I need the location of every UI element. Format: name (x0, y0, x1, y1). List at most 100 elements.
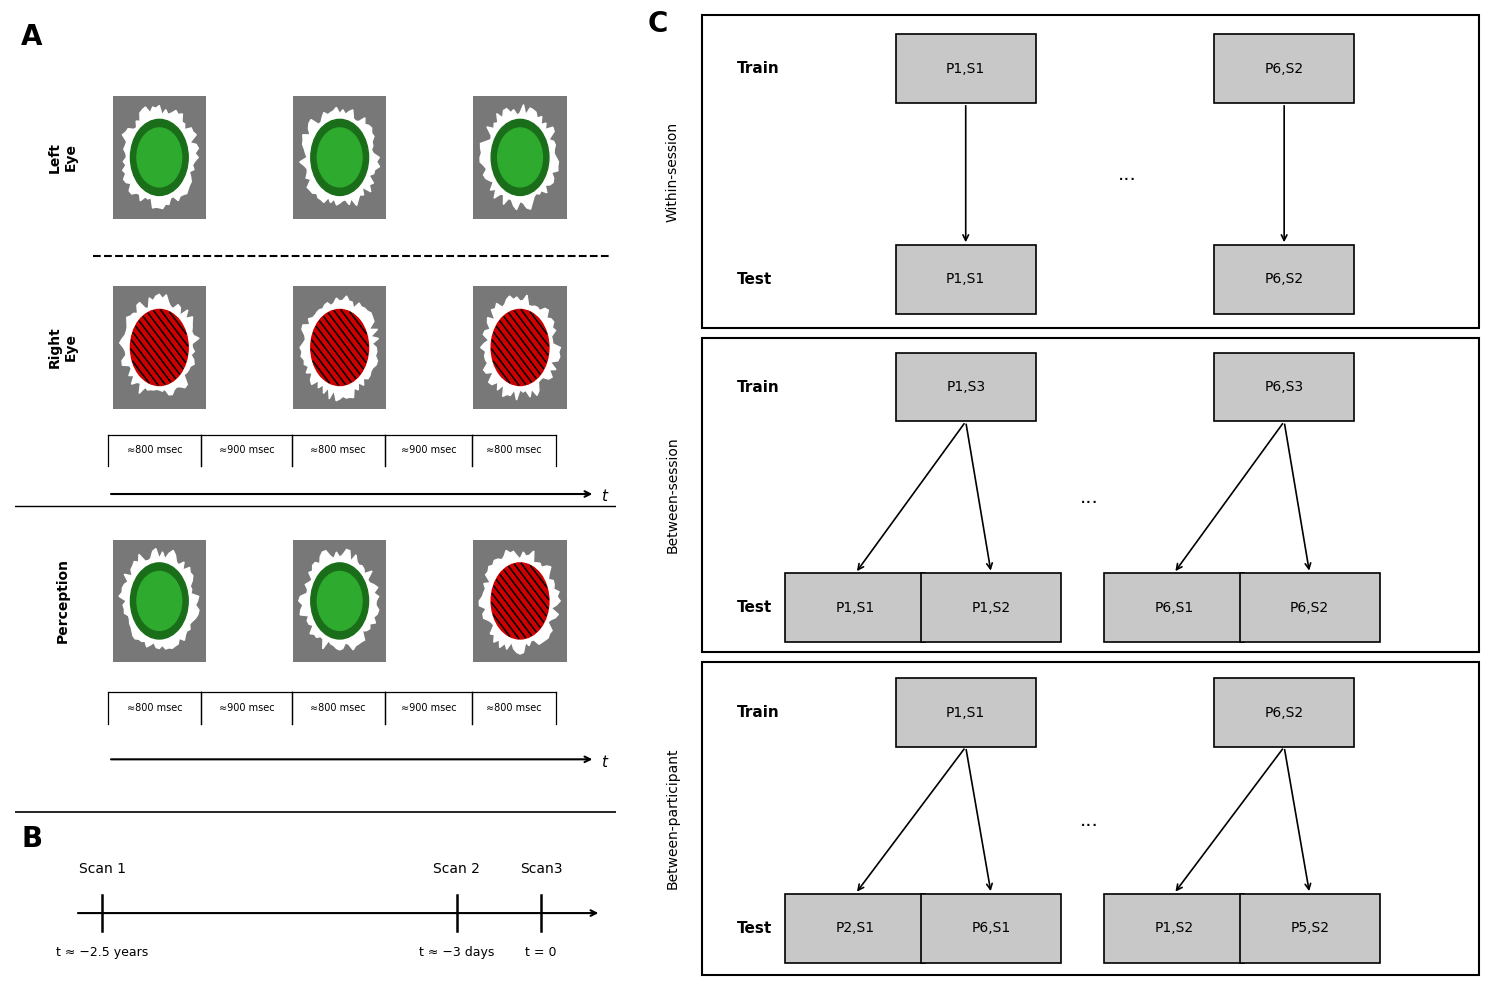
Text: ≈800 msec: ≈800 msec (485, 703, 543, 713)
FancyBboxPatch shape (702, 339, 1479, 651)
Bar (473, 96, 567, 219)
Text: P6,S2: P6,S2 (1290, 601, 1329, 615)
Text: B: B (21, 826, 42, 853)
Text: P6,S3: P6,S3 (1264, 380, 1303, 394)
Text: P6,S2: P6,S2 (1264, 272, 1303, 286)
Polygon shape (301, 296, 379, 401)
FancyBboxPatch shape (1214, 35, 1354, 103)
Text: ≈900 msec: ≈900 msec (218, 446, 275, 455)
Text: P1,S1: P1,S1 (836, 601, 875, 615)
Circle shape (317, 571, 362, 631)
Circle shape (491, 310, 549, 385)
Circle shape (491, 563, 549, 639)
Text: A: A (21, 23, 42, 50)
Bar (293, 286, 386, 409)
Text: P6,S2: P6,S2 (1264, 706, 1303, 720)
Circle shape (131, 120, 188, 195)
Text: Between-participant: Between-participant (666, 747, 679, 889)
Text: P2,S1: P2,S1 (836, 922, 875, 936)
FancyBboxPatch shape (1240, 573, 1380, 643)
Text: Right
Eye: Right Eye (48, 327, 78, 368)
Text: Within-session: Within-session (666, 122, 679, 222)
Text: ≈900 msec: ≈900 msec (400, 446, 457, 455)
Text: Test: Test (736, 600, 771, 615)
FancyBboxPatch shape (1240, 894, 1380, 962)
Text: ...: ... (1079, 488, 1099, 507)
Text: Scan 1: Scan 1 (78, 862, 126, 876)
Text: ≈800 msec: ≈800 msec (126, 703, 183, 713)
Text: ...: ... (1079, 811, 1099, 830)
Text: P6,S1: P6,S1 (1154, 601, 1193, 615)
Text: Scan3: Scan3 (520, 862, 562, 876)
Circle shape (311, 120, 368, 195)
Circle shape (491, 120, 549, 195)
Text: ≈900 msec: ≈900 msec (218, 703, 275, 713)
Text: ≈900 msec: ≈900 msec (400, 703, 457, 713)
FancyBboxPatch shape (702, 661, 1479, 975)
Bar (113, 286, 206, 409)
FancyBboxPatch shape (896, 35, 1036, 103)
Circle shape (311, 563, 368, 639)
Text: t = 0: t = 0 (526, 946, 556, 959)
Text: Perception: Perception (56, 558, 71, 644)
FancyBboxPatch shape (896, 246, 1036, 314)
Bar (113, 96, 206, 219)
Text: P5,S2: P5,S2 (1290, 922, 1329, 936)
Text: ...: ... (1252, 922, 1264, 935)
Text: P1,S2: P1,S2 (1154, 922, 1193, 936)
FancyBboxPatch shape (896, 678, 1036, 746)
Polygon shape (299, 549, 379, 649)
Text: Test: Test (736, 921, 771, 936)
Text: t ≈ −3 days: t ≈ −3 days (419, 946, 494, 959)
Text: ≈800 msec: ≈800 msec (485, 446, 543, 455)
Text: ≈800 msec: ≈800 msec (310, 446, 367, 455)
Text: P6,S2: P6,S2 (1264, 61, 1303, 75)
FancyBboxPatch shape (1103, 894, 1244, 962)
Text: P1,S1: P1,S1 (945, 706, 986, 720)
Polygon shape (481, 295, 561, 400)
Text: Train: Train (736, 61, 779, 76)
Bar (113, 540, 206, 662)
Bar (293, 96, 386, 219)
FancyBboxPatch shape (1103, 573, 1244, 643)
FancyBboxPatch shape (921, 894, 1061, 962)
FancyBboxPatch shape (785, 573, 926, 643)
Text: Test: Test (736, 272, 771, 287)
FancyBboxPatch shape (1214, 678, 1354, 746)
Circle shape (131, 310, 188, 385)
Circle shape (317, 128, 362, 187)
Text: ≈800 msec: ≈800 msec (310, 703, 367, 713)
Text: P1,S1: P1,S1 (945, 272, 986, 286)
Text: Train: Train (736, 380, 779, 395)
Circle shape (137, 128, 182, 187)
Text: C: C (648, 10, 667, 38)
Circle shape (131, 563, 188, 639)
Polygon shape (122, 106, 198, 209)
Text: P1,S3: P1,S3 (947, 380, 986, 394)
FancyBboxPatch shape (1214, 246, 1354, 314)
Text: ...: ... (1118, 164, 1136, 183)
FancyBboxPatch shape (785, 894, 926, 962)
Text: P6,S1: P6,S1 (971, 922, 1012, 936)
Text: $t$: $t$ (601, 488, 610, 504)
Text: Left
Eye: Left Eye (48, 142, 78, 173)
Circle shape (497, 128, 543, 187)
Polygon shape (120, 294, 198, 395)
FancyBboxPatch shape (896, 352, 1036, 422)
Bar (293, 540, 386, 662)
Text: Between-session: Between-session (666, 437, 679, 553)
Text: P1,S1: P1,S1 (945, 61, 986, 75)
Text: $t$: $t$ (601, 753, 610, 769)
Polygon shape (479, 550, 561, 654)
Text: P1,S2: P1,S2 (971, 601, 1010, 615)
FancyBboxPatch shape (702, 15, 1479, 329)
Text: Train: Train (736, 705, 779, 720)
Circle shape (137, 571, 182, 631)
FancyBboxPatch shape (921, 573, 1061, 643)
Bar (473, 540, 567, 662)
Text: Scan 2: Scan 2 (433, 862, 481, 876)
FancyBboxPatch shape (1214, 352, 1354, 422)
Bar (473, 286, 567, 409)
Text: ≈800 msec: ≈800 msec (126, 446, 183, 455)
Text: t ≈ −2.5 years: t ≈ −2.5 years (56, 946, 149, 959)
